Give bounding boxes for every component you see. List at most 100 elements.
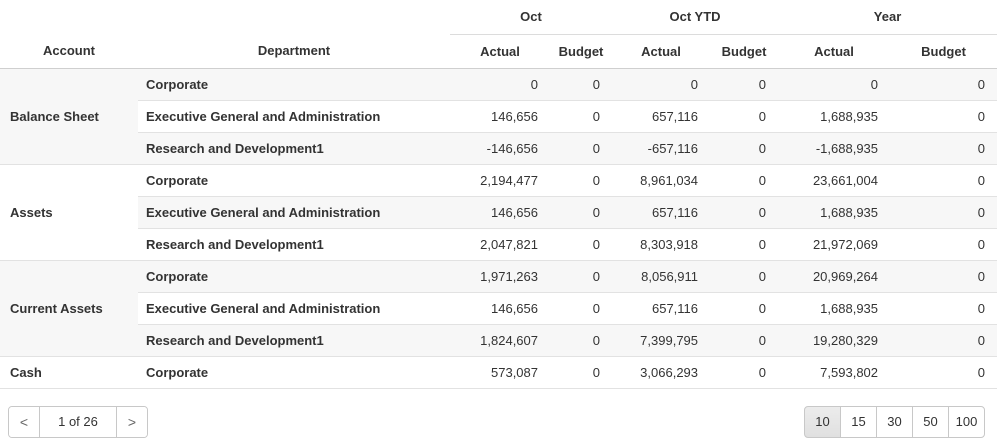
- col-group-year: Year: [778, 0, 997, 35]
- prev-page-button[interactable]: <: [9, 406, 39, 437]
- next-page-button[interactable]: >: [117, 406, 147, 437]
- value-cell: 0: [890, 355, 997, 389]
- value-cell: 0: [710, 291, 779, 324]
- value-cell: 0: [890, 67, 997, 100]
- value-cell: 2,194,477: [450, 163, 550, 196]
- page-size-50[interactable]: 50: [912, 405, 949, 438]
- col-header-ytd-actual: Actual: [612, 34, 711, 69]
- grid-body: Balance Sheet Corporate 0 0 0 0 0 0 Exec…: [0, 67, 997, 389]
- table-row: Research and Development1 -146,656 0 -65…: [0, 131, 997, 164]
- value-cell: 1,688,935: [778, 291, 891, 324]
- value-cell: 0: [550, 99, 613, 132]
- value-cell: 0: [710, 131, 779, 164]
- department-cell: Research and Development1: [138, 227, 450, 260]
- page-size-15[interactable]: 15: [840, 405, 877, 438]
- table-row: Assets Corporate 2,194,477 0 8,961,034 0…: [0, 163, 997, 260]
- value-cell: 0: [890, 99, 997, 132]
- value-cell: 0: [890, 131, 997, 164]
- value-cell: 0: [890, 291, 997, 324]
- page-size-30[interactable]: 30: [876, 405, 913, 438]
- group-header-row: Oct Oct YTD Year: [0, 0, 997, 35]
- grid-footer: < 1 of 26 > 10 15 30 50 100: [8, 405, 985, 438]
- account-cell: Balance Sheet: [0, 67, 138, 164]
- account-cell: Cash: [0, 355, 138, 389]
- table-row: Balance Sheet Corporate 0 0 0 0 0 0: [0, 67, 997, 164]
- value-cell: 657,116: [612, 99, 711, 132]
- value-cell: 657,116: [612, 195, 711, 228]
- value-cell: 0: [550, 291, 613, 324]
- table-row: Cash Corporate 573,087 0 3,066,293 0 7,5…: [0, 355, 997, 389]
- value-cell: 23,661,004: [778, 163, 891, 196]
- value-cell: 0: [890, 259, 997, 292]
- table-row: Executive General and Administration 146…: [0, 99, 997, 132]
- value-cell: 0: [550, 195, 613, 228]
- col-header-year-budget: Budget: [890, 34, 997, 69]
- value-cell: 8,303,918: [612, 227, 711, 260]
- department-cell: Corporate: [138, 67, 450, 100]
- value-cell: 0: [550, 131, 613, 164]
- col-header-oct-actual: Actual: [450, 34, 550, 69]
- department-cell: Corporate: [138, 163, 450, 196]
- value-cell: 0: [890, 227, 997, 260]
- department-cell: Research and Development1: [138, 323, 450, 356]
- col-header-department: Department: [138, 34, 450, 69]
- value-cell: 0: [550, 259, 613, 292]
- value-cell: 0: [550, 323, 613, 356]
- value-cell: 573,087: [450, 355, 550, 389]
- table-row: Current Assets Corporate 1,971,263 0 8,0…: [0, 259, 997, 356]
- pagination: < 1 of 26 >: [8, 405, 148, 438]
- value-cell: 19,280,329: [778, 323, 891, 356]
- value-cell: -657,116: [612, 131, 711, 164]
- value-cell: 1,688,935: [778, 195, 891, 228]
- account-cell: Current Assets: [0, 259, 138, 356]
- value-cell: 146,656: [450, 99, 550, 132]
- value-cell: 0: [450, 67, 550, 100]
- value-cell: 1,824,607: [450, 323, 550, 356]
- value-cell: 0: [612, 67, 711, 100]
- col-header-ytd-budget: Budget: [710, 34, 779, 69]
- value-cell: 0: [550, 67, 613, 100]
- table-row: Executive General and Administration 146…: [0, 195, 997, 228]
- value-cell: 0: [890, 163, 997, 196]
- value-cell: 0: [710, 259, 779, 292]
- table-row: Research and Development1 2,047,821 0 8,…: [0, 227, 997, 260]
- col-header-oct-budget: Budget: [550, 34, 613, 69]
- department-cell: Research and Development1: [138, 131, 450, 164]
- value-cell: 146,656: [450, 195, 550, 228]
- value-cell: 0: [778, 67, 891, 100]
- department-cell: Executive General and Administration: [138, 99, 450, 132]
- value-cell: 0: [550, 355, 613, 389]
- department-cell: Executive General and Administration: [138, 195, 450, 228]
- account-cell: Assets: [0, 163, 138, 260]
- value-cell: -1,688,935: [778, 131, 891, 164]
- value-cell: 0: [550, 163, 613, 196]
- col-group-oct-ytd: Oct YTD: [612, 0, 779, 35]
- page-size-10[interactable]: 10: [804, 405, 841, 438]
- table-row: Research and Development1 1,824,607 0 7,…: [0, 323, 997, 356]
- department-cell: Corporate: [138, 259, 450, 292]
- value-cell: 0: [890, 195, 997, 228]
- page-indicator: 1 of 26: [39, 406, 117, 437]
- col-header-year-actual: Actual: [778, 34, 891, 69]
- value-cell: 0: [710, 323, 779, 356]
- value-cell: 8,961,034: [612, 163, 711, 196]
- value-cell: 0: [710, 227, 779, 260]
- table-row: Executive General and Administration 146…: [0, 291, 997, 324]
- col-header-account: Account: [0, 34, 138, 69]
- value-cell: 1,971,263: [450, 259, 550, 292]
- value-cell: 0: [710, 163, 779, 196]
- grid-header: Oct Oct YTD Year Account Department Actu…: [0, 0, 997, 69]
- page-size-100[interactable]: 100: [948, 405, 985, 438]
- value-cell: 21,972,069: [778, 227, 891, 260]
- value-cell: 7,399,795: [612, 323, 711, 356]
- value-cell: 0: [890, 323, 997, 356]
- value-cell: 0: [710, 67, 779, 100]
- value-cell: 8,056,911: [612, 259, 711, 292]
- value-cell: 2,047,821: [450, 227, 550, 260]
- value-cell: 0: [710, 355, 779, 389]
- value-cell: 7,593,802: [778, 355, 891, 389]
- department-cell: Executive General and Administration: [138, 291, 450, 324]
- column-header-row: Account Department Actual Budget Actual …: [0, 34, 997, 69]
- page-size-selector: 10 15 30 50 100: [804, 405, 985, 438]
- value-cell: 0: [710, 195, 779, 228]
